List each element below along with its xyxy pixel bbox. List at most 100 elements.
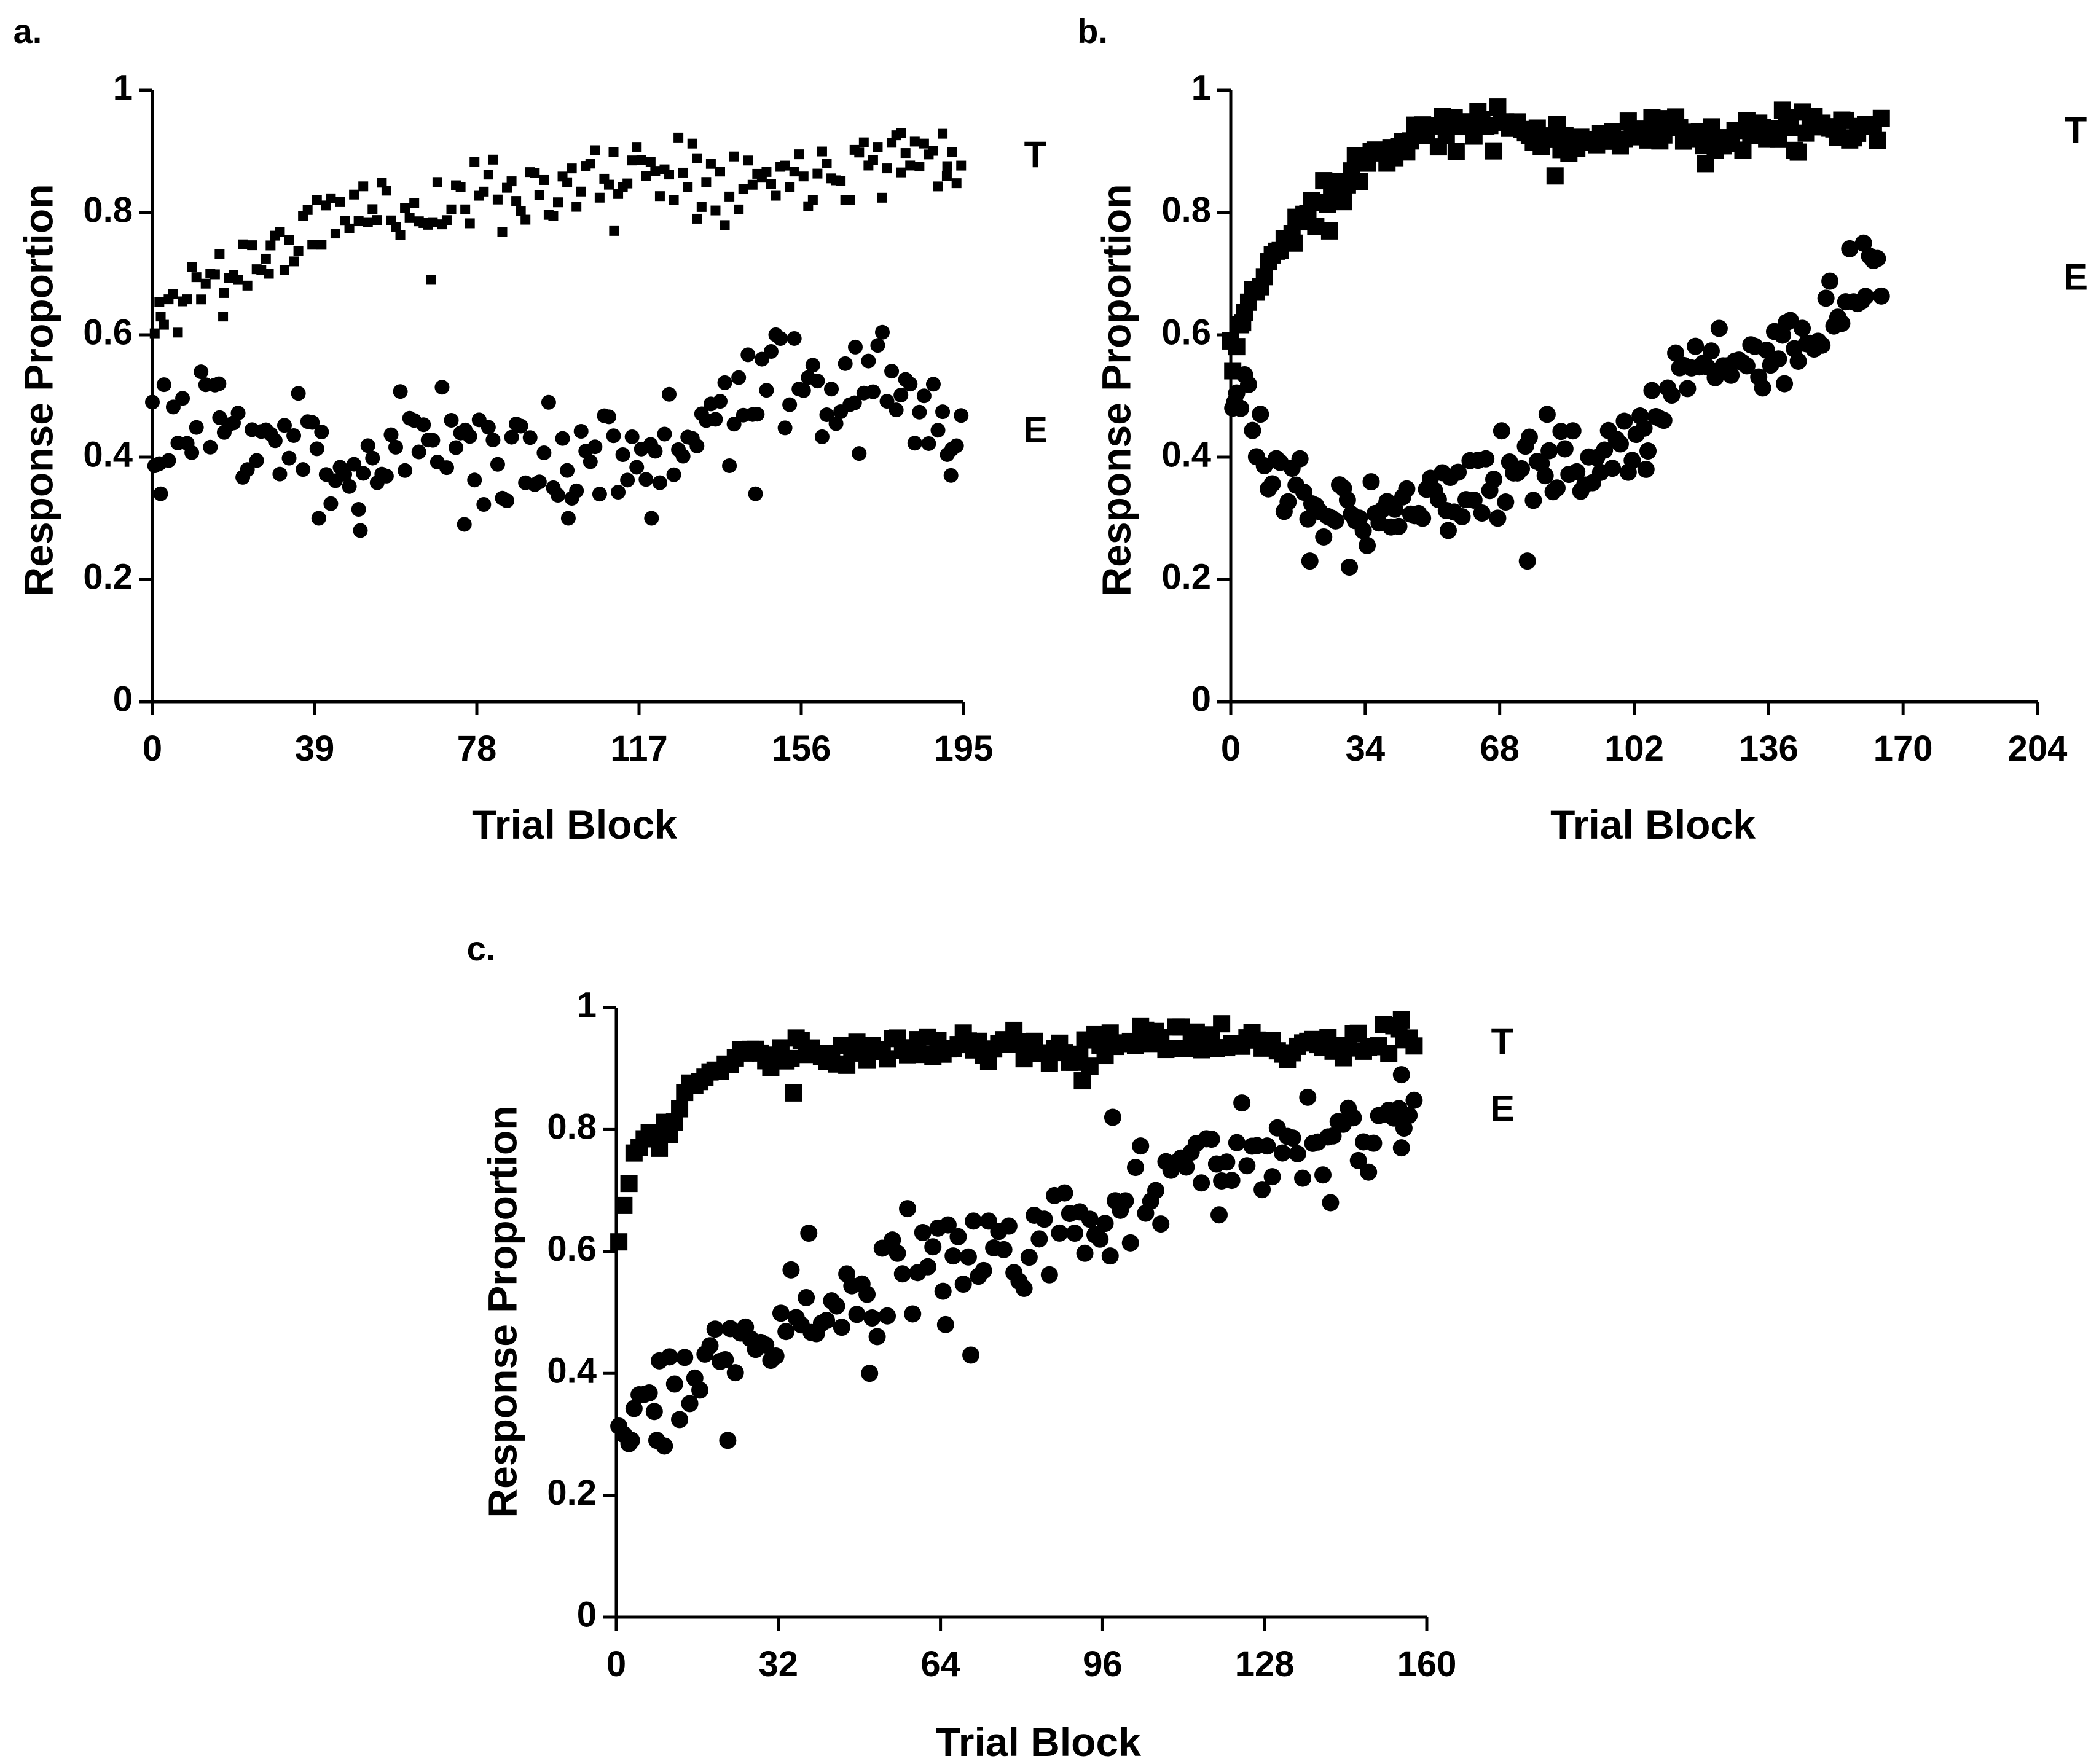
panel-label: c. (467, 929, 496, 968)
data-point-e (713, 394, 728, 409)
data-point-e (645, 1403, 663, 1421)
y-tick-label: 1 (577, 985, 597, 1025)
data-point-e (819, 407, 834, 423)
data-point-e (1091, 1230, 1109, 1248)
data-point-e (1365, 1134, 1383, 1152)
data-point-e (1081, 1210, 1099, 1228)
data-point-e (383, 427, 399, 442)
data-point-e (1758, 342, 1776, 359)
data-point-t (335, 197, 345, 207)
data-point-t (261, 253, 271, 264)
data-point-e (1223, 1172, 1241, 1190)
data-point-e (1390, 517, 1408, 535)
data-point-e (648, 444, 663, 459)
data-point-e (611, 485, 626, 500)
data-point-t (200, 278, 211, 289)
x-tick-label: 96 (1083, 1644, 1123, 1684)
data-point-t (609, 225, 619, 236)
data-point-e (541, 394, 556, 410)
data-point-e (773, 331, 788, 347)
series-label-t: T (1491, 1021, 1514, 1062)
x-axis-title: Trial Block (472, 802, 677, 847)
data-point-e (1152, 1215, 1170, 1233)
data-point-t (942, 161, 952, 171)
x-tick-label: 102 (1604, 729, 1664, 769)
y-tick-label: 0.6 (1161, 312, 1211, 352)
data-point-e (796, 383, 811, 398)
y-tick-label: 0.8 (1161, 190, 1211, 230)
data-point-e (560, 463, 575, 478)
data-point-e (828, 416, 844, 431)
data-point-e (425, 433, 441, 448)
x-tick-label: 32 (759, 1644, 799, 1684)
data-point-e (189, 420, 204, 435)
data-point-t (553, 197, 563, 208)
data-point-t (238, 239, 248, 249)
data-point-e (675, 449, 691, 464)
data-point-e (449, 440, 464, 455)
data-point-t (567, 163, 577, 174)
data-point-t (645, 157, 656, 167)
data-point-t (710, 205, 721, 216)
data-point-e (1485, 471, 1503, 488)
data-point-t (705, 159, 716, 169)
panel-b: b. 0 0.2 0.4 0.6 0.8 1 0 34 68 102 136 170 204 Trial B… (1077, 12, 2088, 847)
data-point-t (409, 198, 420, 208)
data-point-e (889, 1244, 906, 1262)
data-point-t (845, 195, 855, 205)
data-point-e (1294, 1169, 1312, 1187)
data-point-t (798, 171, 809, 182)
data-point-e (1386, 500, 1404, 518)
data-point-e (1226, 393, 1244, 411)
data-point-e (893, 388, 909, 403)
data-point-e (1104, 1108, 1121, 1126)
data-point-t (1081, 1057, 1099, 1075)
data-point-e (1274, 1144, 1292, 1162)
data-point-e (1193, 1174, 1210, 1192)
data-point-e (1233, 1094, 1251, 1112)
panel-a: a. 0 0.2 0.4 0.6 0.8 1 0 39 78 117 156 195 Trial Bloc… (14, 12, 1048, 847)
data-point-e (347, 457, 362, 472)
data-point-t (1162, 1040, 1180, 1057)
data-point-t (1781, 119, 1799, 136)
data-point-e (379, 468, 394, 484)
data-point-e (624, 429, 640, 444)
data-point-t (1040, 1054, 1058, 1072)
data-point-t (562, 177, 573, 187)
data-point-e (536, 445, 552, 460)
data-point-e (1126, 1159, 1144, 1177)
panel-c: c. 0 0.2 0.4 0.6 0.8 1 0 32 64 96 128 160 Trial Block… (467, 929, 1515, 1764)
data-point-e (640, 1384, 658, 1402)
data-point-t (933, 181, 943, 192)
data-point-t (734, 204, 744, 214)
data-point-e (439, 460, 454, 476)
data-point-e (1349, 1151, 1367, 1169)
data-point-e (907, 436, 922, 451)
data-point-e (560, 511, 576, 526)
data-point-e (1639, 442, 1657, 460)
data-point-e (153, 486, 168, 501)
data-point-e (1132, 1137, 1150, 1155)
data-point-t (293, 246, 304, 256)
data-point-e (1035, 1210, 1053, 1228)
x-tick-label: 64 (920, 1644, 960, 1684)
data-point-e (1817, 289, 1835, 307)
data-point-e (763, 344, 779, 359)
data-point-t (247, 240, 257, 251)
data-point-t (928, 146, 938, 156)
data-point-e (838, 356, 853, 371)
y-tick-label: 0.4 (83, 434, 133, 474)
data-point-e (1218, 1153, 1236, 1171)
data-point-t (738, 184, 748, 195)
data-point-t (1335, 193, 1352, 211)
data-point-e (360, 438, 375, 453)
data-point-e (272, 466, 288, 482)
data-point-e (716, 1350, 734, 1368)
data-point-t (1126, 1037, 1144, 1054)
data-point-t (919, 138, 929, 149)
data-point-t (372, 215, 382, 225)
data-point-t (1285, 234, 1303, 252)
data-point-e (644, 511, 659, 526)
data-point-e (555, 431, 570, 446)
